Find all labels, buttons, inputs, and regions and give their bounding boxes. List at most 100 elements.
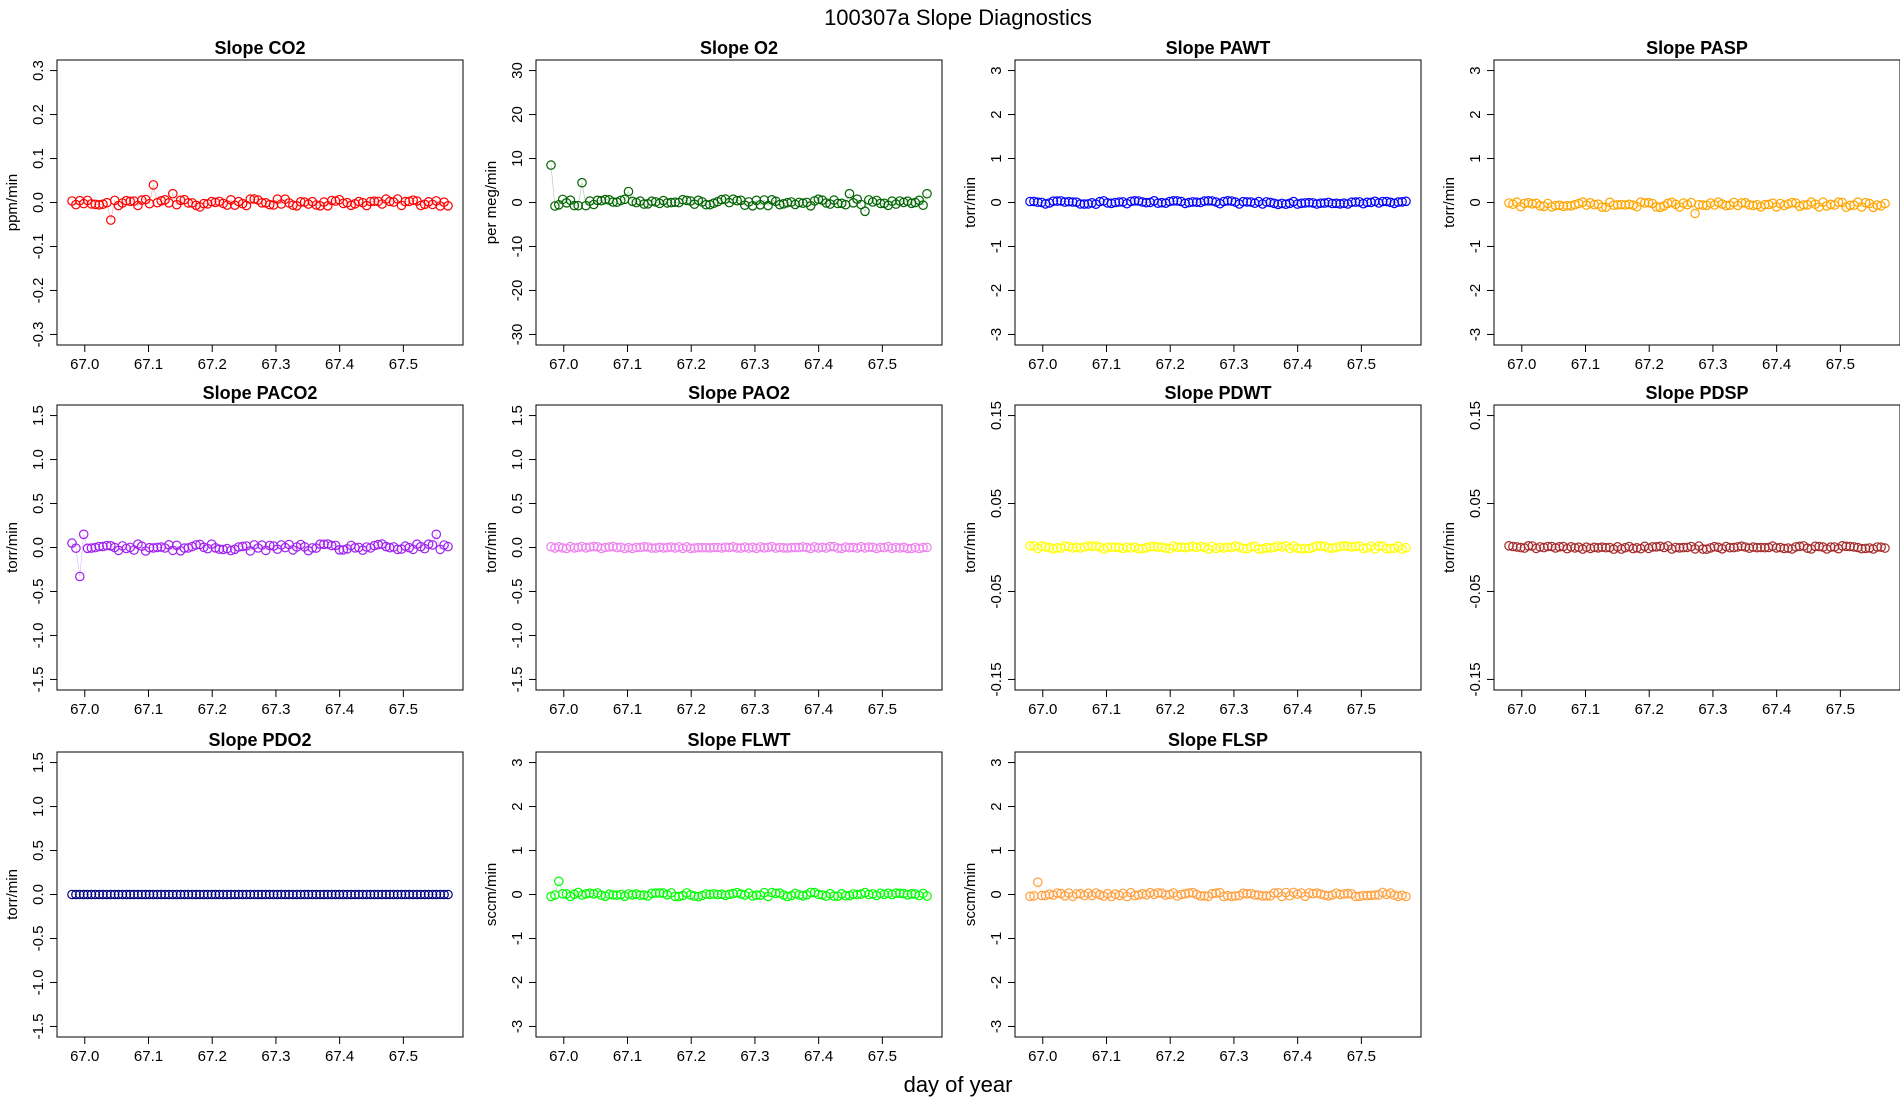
x-tick-label: 67.4 bbox=[804, 701, 833, 718]
data-point bbox=[125, 196, 135, 207]
series-line bbox=[1508, 545, 1886, 550]
x-tick-label: 67.2 bbox=[1156, 1048, 1185, 1065]
y-axis-label: torr/min bbox=[1441, 522, 1458, 573]
data-point bbox=[1860, 197, 1871, 208]
data-point bbox=[1880, 198, 1890, 209]
data-point bbox=[670, 891, 680, 902]
y-tick-label: -2 bbox=[988, 976, 1005, 989]
data-point bbox=[1562, 200, 1572, 211]
data-point bbox=[794, 197, 804, 208]
data-point bbox=[1366, 890, 1376, 901]
data-point bbox=[1048, 196, 1059, 206]
data-point bbox=[78, 889, 89, 900]
data-point bbox=[1253, 890, 1264, 900]
x-tick-label: 67.0 bbox=[549, 1048, 578, 1065]
x-tick-label: 67.1 bbox=[613, 701, 642, 718]
data-point bbox=[1655, 541, 1665, 552]
data-point bbox=[117, 889, 128, 900]
data-point bbox=[350, 889, 360, 900]
x-tick-label: 67.3 bbox=[740, 356, 769, 373]
data-point bbox=[1558, 201, 1569, 212]
data-point bbox=[1300, 198, 1310, 208]
y-axis-label: torr/min bbox=[962, 522, 979, 573]
data-point bbox=[840, 542, 851, 552]
data-point bbox=[315, 889, 325, 900]
panel-title: Slope PACO2 bbox=[203, 383, 318, 403]
data-point bbox=[443, 541, 453, 552]
data-point bbox=[82, 889, 93, 900]
series-line bbox=[71, 533, 449, 577]
data-point bbox=[1110, 889, 1121, 899]
x-tick-label: 67.2 bbox=[677, 1048, 706, 1065]
y-tick-label: -1.0 bbox=[30, 623, 47, 649]
x-tick-label: 67.5 bbox=[868, 1048, 897, 1065]
data-point bbox=[408, 889, 418, 900]
x-tick-label: 67.0 bbox=[70, 1048, 99, 1065]
data-point bbox=[1593, 542, 1603, 553]
panel-slope-pdwt: Slope PDWT 67.0 67.1 67.2 67.3 67.4 67.5 -0.15 -… bbox=[962, 383, 1422, 718]
data-point bbox=[584, 542, 595, 552]
data-point bbox=[1397, 197, 1407, 207]
x-tick-label: 67.0 bbox=[1028, 701, 1057, 718]
data-point bbox=[1048, 544, 1059, 554]
y-tick-label: -0.05 bbox=[988, 574, 1005, 608]
data-point bbox=[191, 889, 201, 900]
data-point bbox=[1211, 888, 1221, 898]
data-point bbox=[712, 542, 723, 553]
y-axis-label: per meg/min bbox=[483, 161, 500, 244]
y-tick-label: 0.0 bbox=[30, 192, 47, 213]
y-tick-label: 0.5 bbox=[509, 493, 526, 514]
y-tick-label: -2 bbox=[509, 976, 526, 989]
data-point bbox=[1323, 197, 1334, 208]
y-tick-label: 2 bbox=[988, 802, 1005, 810]
y-axis-label: torr/min bbox=[962, 177, 979, 228]
data-point bbox=[1335, 889, 1345, 900]
data-point bbox=[148, 180, 159, 190]
y-tick-label: 2 bbox=[988, 110, 1005, 118]
data-point bbox=[747, 542, 758, 553]
x-tick-label: 67.0 bbox=[1507, 701, 1536, 718]
data-point bbox=[346, 889, 356, 900]
series-line bbox=[1029, 545, 1407, 550]
data-point bbox=[106, 215, 116, 225]
data-point bbox=[1308, 888, 1318, 899]
x-tick-label: 67.1 bbox=[1092, 1048, 1121, 1065]
data-point bbox=[288, 200, 298, 210]
data-point bbox=[1690, 208, 1700, 219]
data-point bbox=[1763, 542, 1774, 553]
y-tick-label: -0.15 bbox=[1467, 662, 1484, 696]
data-point bbox=[701, 889, 711, 899]
data-point bbox=[1339, 198, 1349, 208]
x-tick-label: 67.4 bbox=[325, 356, 354, 373]
y-tick-label: -2 bbox=[1467, 284, 1484, 297]
data-point bbox=[1705, 543, 1716, 553]
data-point bbox=[315, 539, 325, 549]
data-point bbox=[307, 543, 318, 553]
x-tick-label: 67.3 bbox=[1219, 1048, 1248, 1065]
x-tick-label: 67.4 bbox=[804, 1048, 833, 1065]
y-tick-label: -1 bbox=[988, 240, 1005, 253]
data-point bbox=[635, 890, 645, 900]
data-point bbox=[1269, 542, 1279, 553]
panel-title: Slope O2 bbox=[700, 38, 778, 58]
y-tick-label: 0 bbox=[1467, 198, 1484, 206]
x-tick-label: 67.1 bbox=[134, 356, 163, 373]
data-point bbox=[106, 889, 116, 900]
data-point bbox=[423, 889, 434, 900]
x-tick-label: 67.0 bbox=[1028, 356, 1057, 373]
data-point bbox=[1401, 891, 1411, 902]
panel-slope-pdo2: Slope PDO2 67.0 67.1 67.2 67.3 67.4 67.5 -1.5 -1… bbox=[4, 730, 464, 1065]
data-point bbox=[1149, 541, 1159, 552]
panel-title: Slope CO2 bbox=[214, 38, 305, 58]
x-tick-label: 67.2 bbox=[677, 701, 706, 718]
data-point bbox=[604, 889, 614, 899]
x-tick-label: 67.5 bbox=[868, 701, 897, 718]
x-tick-label: 67.5 bbox=[389, 701, 418, 718]
data-point bbox=[604, 542, 614, 552]
data-point bbox=[701, 542, 711, 553]
panel-title: Slope PAWT bbox=[1166, 38, 1271, 58]
data-point bbox=[922, 891, 932, 901]
data-point bbox=[1366, 197, 1376, 208]
data-point bbox=[1354, 891, 1365, 902]
data-point bbox=[377, 889, 387, 900]
